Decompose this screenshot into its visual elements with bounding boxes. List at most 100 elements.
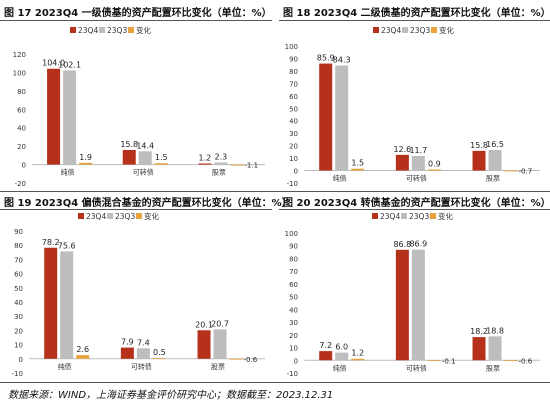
legend-label: 23Q4 <box>78 26 98 35</box>
bar-23q3 <box>335 352 349 361</box>
data-label: 0.9 <box>428 159 441 168</box>
x-category-label: 纯债 <box>58 362 72 371</box>
y-tick-label: 60 <box>289 281 298 289</box>
bar-23q3 <box>138 151 152 165</box>
y-tick-label: 70 <box>289 268 298 276</box>
legend-swatch <box>136 213 142 219</box>
x-category-label: 可转债 <box>406 174 427 183</box>
bar-change <box>504 170 518 172</box>
data-label: 7.2 <box>319 341 332 350</box>
x-category-label: 可转债 <box>131 362 152 371</box>
y-tick-label: 0 <box>294 357 298 365</box>
y-tick-label: -10 <box>287 180 298 188</box>
chart-panel-fig17: 图 17 2023Q4 一级债基的资产配置环比变化（单位：%） 120 100 80… <box>0 0 275 192</box>
bar-23q3 <box>60 251 74 359</box>
legend-label: 变化 <box>438 211 453 221</box>
bar-23q3 <box>411 249 425 361</box>
legend-swatch <box>70 27 76 33</box>
legend-swatch <box>107 213 113 219</box>
legend-swatch <box>99 27 105 33</box>
legend-label: 变化 <box>144 211 159 221</box>
bar-23q4 <box>122 150 136 165</box>
data-label: 11.7 <box>409 146 427 155</box>
bar-23q3 <box>136 348 150 359</box>
bar-23q4 <box>395 154 409 171</box>
y-tick-label: 40 <box>14 299 23 307</box>
bar-chart-fig18: 1009080706050403020100-1085.984.31.5纯债12… <box>285 25 540 188</box>
bar-change <box>230 164 244 166</box>
y-tick-label: 50 <box>14 285 23 293</box>
y-tick-label: 90 <box>289 243 298 251</box>
chart-panel-fig20: 图 20 2023Q4 转债基金的资产配置环比变化（单位：%） 100 90 80 7… <box>275 191 550 382</box>
data-label: 1.5 <box>351 159 364 168</box>
bar-change <box>79 162 93 165</box>
data-label: 12.6 <box>393 145 411 154</box>
bar-23q4 <box>319 351 333 361</box>
y-tick-label: 50 <box>289 294 298 302</box>
y-tick-label: 80 <box>289 68 298 76</box>
source-rule <box>0 382 550 383</box>
y-tick-label: 60 <box>289 93 298 101</box>
bar-change <box>504 360 518 362</box>
y-tick-label: 90 <box>289 55 298 63</box>
legend-label: 23Q4 <box>381 26 401 35</box>
data-label: 18.8 <box>486 326 504 335</box>
bar-change <box>154 163 168 165</box>
data-label: -0.6 <box>244 356 258 364</box>
bar-23q4 <box>319 63 333 171</box>
y-tick-label: 10 <box>289 345 298 353</box>
x-category-label: 纯债 <box>333 174 347 183</box>
chart-panel-fig19: 图 19 2023Q4 偏债混合基金的资产配置环比变化（单位：%） 90 80 70… <box>0 191 550 382</box>
bar-23q3 <box>411 155 425 171</box>
data-label: 75.6 <box>58 241 76 250</box>
y-tick-label: 90 <box>14 228 23 236</box>
data-label: 20.7 <box>211 319 229 328</box>
bar-23q4 <box>47 68 61 165</box>
bar-change <box>351 168 365 171</box>
title-rule <box>279 209 550 210</box>
y-tick-label: 80 <box>14 242 23 250</box>
y-tick-label: 100 <box>285 43 298 51</box>
data-label: 1.9 <box>79 153 92 162</box>
y-tick-label: 80 <box>289 255 298 263</box>
data-label: 104.0 <box>42 59 65 68</box>
data-label: 102.1 <box>58 60 81 69</box>
data-label: 16.5 <box>486 140 504 149</box>
title-rule <box>279 20 550 21</box>
chart-title: 图 17 2023Q4 一级债基的资产配置环比变化（单位：%） <box>4 8 272 19</box>
data-label: 1.5 <box>155 153 168 162</box>
y-tick-label: 120 <box>13 51 26 59</box>
y-tick-label: 80 <box>17 88 26 96</box>
data-label: 86.9 <box>409 240 427 249</box>
y-tick-label: 30 <box>289 130 298 138</box>
x-category-label: 股票 <box>486 175 500 183</box>
legend-swatch <box>373 27 379 33</box>
bar-23q3 <box>214 162 228 165</box>
data-label: 7.4 <box>137 338 150 347</box>
title-rule <box>0 20 272 21</box>
bar-23q4 <box>44 247 58 359</box>
bar-change <box>229 358 243 360</box>
x-category-label: 股票 <box>212 169 226 177</box>
y-tick-label: 30 <box>14 313 23 321</box>
y-tick-label: 0 <box>294 168 298 176</box>
data-label: 15.8 <box>120 140 138 149</box>
y-tick-label: 40 <box>17 125 26 133</box>
x-category-label: 纯债 <box>61 168 75 177</box>
legend-label: 23Q3 <box>107 26 127 35</box>
data-label: 1.2 <box>351 349 364 358</box>
bar-23q4 <box>197 330 211 359</box>
title-rule <box>0 209 272 210</box>
bar-23q4 <box>120 347 134 359</box>
bar-23q4 <box>395 249 409 361</box>
chart-title: 图 18 2023Q4 二级债基的资产配置环比变化（单位：%） <box>283 8 550 19</box>
data-label: 20.1 <box>195 320 213 329</box>
bar-change <box>351 358 365 361</box>
bar-23q3 <box>213 329 227 359</box>
bar-change <box>76 355 90 359</box>
data-label: 14.4 <box>136 141 154 150</box>
data-label: 2.6 <box>76 345 89 354</box>
data-label: 84.3 <box>333 56 351 65</box>
data-label: 0.5 <box>153 348 166 357</box>
